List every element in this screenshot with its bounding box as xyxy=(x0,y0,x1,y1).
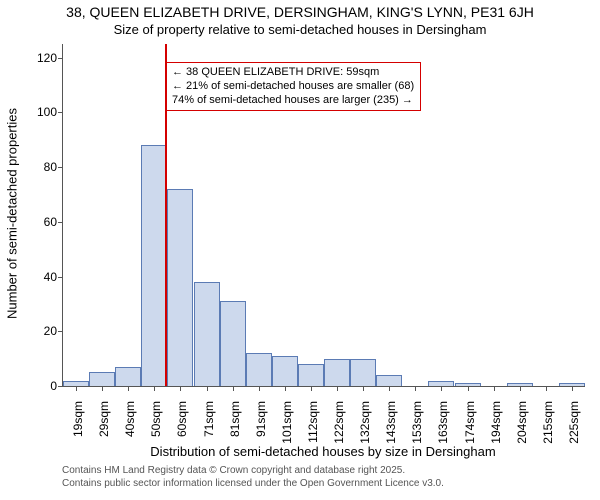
annotation-line3: 74% of semi-detached houses are larger (… xyxy=(172,94,414,108)
histogram-chart: 38, QUEEN ELIZABETH DRIVE, DERSINGHAM, K… xyxy=(0,0,600,500)
x-tick xyxy=(180,386,181,391)
histogram-bar xyxy=(376,375,402,386)
x-tick xyxy=(154,386,155,391)
annotation-box: ← 38 QUEEN ELIZABETH DRIVE: 59sqm ← 21% … xyxy=(165,62,421,111)
chart-title-line2: Size of property relative to semi-detach… xyxy=(0,22,600,38)
x-tick xyxy=(520,386,521,391)
footer-attribution: Contains HM Land Registry data © Crown c… xyxy=(62,464,444,490)
y-tick-label: 20 xyxy=(44,324,63,338)
x-axis-label: Distribution of semi-detached houses by … xyxy=(62,444,584,459)
histogram-bar xyxy=(246,353,272,386)
y-tick-label: 0 xyxy=(50,379,63,393)
x-tick xyxy=(363,386,364,391)
x-tick xyxy=(572,386,573,391)
x-tick xyxy=(494,386,495,391)
x-tick xyxy=(102,386,103,391)
property-marker-line xyxy=(165,44,167,386)
histogram-bar xyxy=(298,364,324,386)
annotation-line2: ← 21% of semi-detached houses are smalle… xyxy=(172,80,414,94)
x-tick xyxy=(128,386,129,391)
x-tick xyxy=(76,386,77,391)
plot-area: ← 38 QUEEN ELIZABETH DRIVE: 59sqm ← 21% … xyxy=(62,44,585,387)
footer-line2: Contains public sector information licen… xyxy=(62,477,444,490)
histogram-bar xyxy=(350,359,376,386)
histogram-bar xyxy=(324,359,350,386)
x-tick xyxy=(285,386,286,391)
y-tick-label: 100 xyxy=(37,105,63,119)
x-tick xyxy=(233,386,234,391)
histogram-bar xyxy=(141,145,167,386)
y-tick-label: 120 xyxy=(37,51,63,65)
x-tick xyxy=(207,386,208,391)
chart-title-line1: 38, QUEEN ELIZABETH DRIVE, DERSINGHAM, K… xyxy=(0,4,600,22)
x-tick xyxy=(441,386,442,391)
histogram-bar xyxy=(220,301,246,386)
x-tick xyxy=(468,386,469,391)
x-tick xyxy=(311,386,312,391)
x-tick xyxy=(337,386,338,391)
y-tick-label: 80 xyxy=(44,160,63,174)
footer-line1: Contains HM Land Registry data © Crown c… xyxy=(62,464,444,477)
histogram-bar xyxy=(272,356,298,386)
y-tick-label: 60 xyxy=(44,215,63,229)
y-tick-label: 40 xyxy=(44,270,63,284)
histogram-bar xyxy=(89,372,115,386)
x-tick xyxy=(415,386,416,391)
histogram-bar xyxy=(115,367,141,386)
x-tick xyxy=(546,386,547,391)
annotation-line1: ← 38 QUEEN ELIZABETH DRIVE: 59sqm xyxy=(172,66,414,80)
histogram-bar xyxy=(194,282,220,386)
chart-title-block: 38, QUEEN ELIZABETH DRIVE, DERSINGHAM, K… xyxy=(0,4,600,38)
histogram-bar xyxy=(167,189,193,386)
y-axis-label: Number of semi-detached properties xyxy=(5,94,20,334)
x-tick xyxy=(259,386,260,391)
x-tick xyxy=(389,386,390,391)
